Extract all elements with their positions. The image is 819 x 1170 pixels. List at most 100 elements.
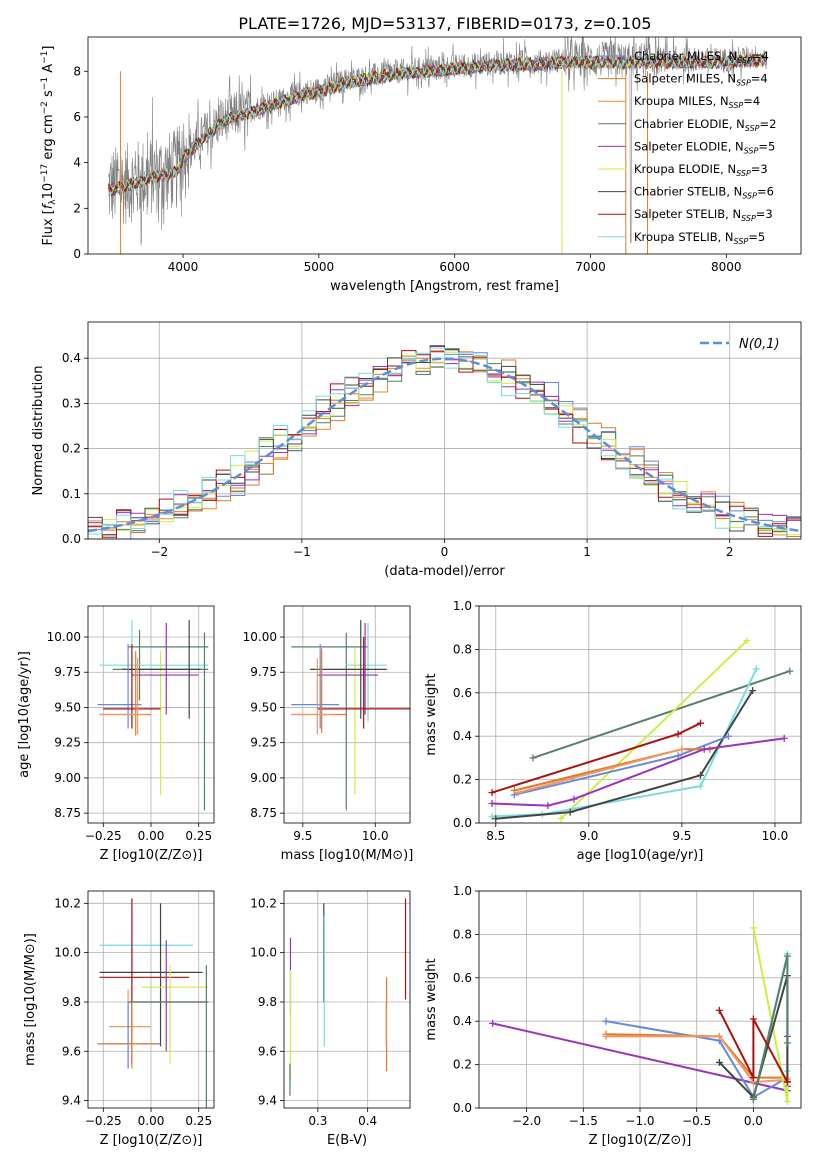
weight-marker (678, 745, 686, 753)
weight-line (491, 668, 758, 818)
x-tick-label: −1.5 (569, 1114, 598, 1128)
y-tick-label: 9.4 (62, 1094, 81, 1108)
x-tick-label: 0.00 (138, 1114, 165, 1128)
y-tick-label: 4 (73, 156, 81, 170)
weight-marker (783, 952, 791, 960)
x-tick-label: 0.25 (185, 829, 212, 843)
y-tick-label: 0.2 (453, 773, 472, 787)
y-tick-label: 0.4 (62, 351, 81, 365)
weight-marker (488, 789, 496, 797)
weight-marker (489, 1019, 497, 1027)
mass_vs_Z-frame (87, 890, 215, 1109)
y-tick-label: 9.75 (250, 665, 277, 679)
weight-marker (557, 815, 565, 823)
legend-label: Chabrier STELIB, NSSP=6 (634, 185, 774, 201)
weight-marker (749, 1074, 757, 1082)
x-tick-label: −2.0 (512, 1114, 541, 1128)
legend-label: Chabrier MILES, NSSP=4 (634, 49, 769, 65)
weight-marker (783, 1097, 791, 1105)
x-tick-label: −0.5 (682, 1114, 711, 1128)
weight-marker (602, 1017, 610, 1025)
y-tick-label: 0.0 (453, 1101, 472, 1115)
y-tick-label: 2 (73, 201, 81, 215)
y-tick-label: 0.8 (453, 927, 472, 941)
x-tick-label: 6000 (439, 260, 470, 274)
x-tick-label: 9.0 (579, 829, 598, 843)
y-tick-label: 1.0 (453, 884, 472, 898)
y-axis-label: age [log10(age/yr)] (17, 651, 32, 778)
weight-line (491, 737, 785, 807)
weight-marker (674, 730, 682, 738)
weight-line (495, 690, 754, 820)
y-tick-label: 9.00 (250, 771, 277, 785)
x-tick-label: 10.0 (762, 829, 789, 843)
gaussian-curve (88, 357, 801, 533)
x-tick-label: −1 (293, 545, 311, 559)
y-axis-label: mass weight (424, 958, 439, 1040)
weight-marker (544, 802, 552, 810)
residual-histogram (88, 347, 801, 539)
weight-line (560, 639, 748, 820)
y-axis-label: Normed distribution (31, 366, 46, 496)
x-axis-label: wavelength [Angstrom, rest frame] (330, 279, 559, 294)
legend-label: Salpeter MILES, NSSP=4 (634, 72, 768, 88)
weight-line (532, 670, 791, 759)
weight-marker (786, 667, 794, 675)
spectrum-panel (84, 70, 727, 258)
y-tick-label: 10.2 (54, 896, 81, 910)
weight-marker (488, 799, 496, 807)
weight-marker (674, 752, 682, 760)
x-tick-label: 0.0 (744, 1114, 763, 1128)
weight-marker (488, 812, 496, 820)
y-tick-label: 0.2 (453, 1058, 472, 1072)
x-tick-label: 0.4 (358, 1114, 377, 1128)
x-axis-label: Z [log10(Z/Z⊙)] (589, 1133, 692, 1148)
y-tick-label: 9.8 (258, 995, 277, 1009)
y-axis-label: Flux [fλ10−17 erg cm−2 s−1 A−1] (40, 46, 58, 246)
weight-marker (743, 637, 751, 645)
y-tick-label: 10.0 (250, 946, 277, 960)
weight-marker (783, 1039, 791, 1047)
x-axis-label: age [log10(age/yr)] (577, 848, 704, 863)
y-tick-label: 0.2 (62, 442, 81, 456)
y-tick-label: 0.1 (62, 487, 81, 501)
x-tick-label: 0.25 (185, 1114, 212, 1128)
y-tick-label: 0.8 (453, 642, 472, 656)
y-tick-label: 9.00 (54, 771, 81, 785)
y-axis-label: mass [log10(M/M⊙)] (23, 933, 38, 1066)
y-tick-label: 9.25 (54, 736, 81, 750)
y-tick-label: 10.0 (54, 946, 81, 960)
x-tick-label: 10.0 (362, 829, 389, 843)
legend-label: Kroupa MILES, NSSP=4 (634, 94, 760, 110)
x-tick-label: −1.0 (625, 1114, 654, 1128)
x-tick-label: 9.5 (672, 829, 691, 843)
weight-marker (749, 1095, 757, 1103)
y-tick-label: 9.75 (54, 665, 81, 679)
weight-marker (492, 815, 500, 823)
x-axis-label: E(B-V) (327, 1133, 367, 1148)
weight-marker (749, 687, 757, 695)
x-axis-label: Z [log10(Z/Z⊙)] (100, 1133, 203, 1148)
age_vs_mass-panel (280, 606, 410, 827)
weight-line (605, 1020, 788, 1099)
y-tick-label: 8 (73, 64, 81, 78)
x-tick-label: 0 (441, 545, 449, 559)
y-tick-label: 9.8 (62, 995, 81, 1009)
weight-marker (602, 1032, 610, 1040)
y-tick-label: 0.4 (453, 1014, 472, 1028)
weight-marker (752, 665, 760, 673)
y-tick-label: 0 (73, 247, 81, 261)
weight-line (606, 1035, 788, 1084)
figure-title: PLATE=1726, MJD=53137, FIBERID=0173, z=0… (238, 14, 651, 33)
age_vs_Z-panel (84, 606, 214, 827)
y-tick-label: 6 (73, 110, 81, 124)
y-axis-label: mass weight (424, 673, 439, 755)
y-tick-label: 9.50 (250, 700, 277, 714)
weight-marker (529, 754, 537, 762)
mass_vs_Z-panel (84, 891, 214, 1112)
x-tick-label: 0.00 (138, 829, 165, 843)
x-tick-label: 1 (583, 545, 591, 559)
weight-marker (749, 924, 757, 932)
x-tick-label: 0.3 (308, 1114, 327, 1128)
